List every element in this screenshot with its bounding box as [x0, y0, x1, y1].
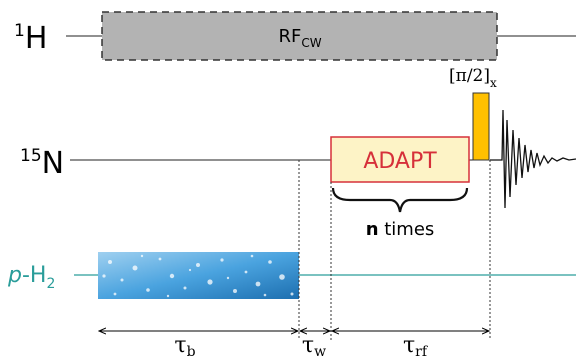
adapt-label: ADAPT [363, 149, 437, 174]
pi-half-pulse [472, 92, 490, 161]
channel-15n: 15N ADAPT [π/2]x [20, 66, 576, 209]
channel-15n-label: 15N [20, 146, 64, 181]
time-markers [298, 160, 491, 340]
channel-1h-label: 1H [14, 21, 47, 56]
tau-b-label: τb [174, 333, 195, 356]
channel-ph2: p-H2 [7, 252, 576, 299]
tau-rf-label: τrf [403, 333, 429, 356]
channel-ph2-label: p-H2 [7, 263, 55, 292]
repeat-label: n times [366, 219, 435, 240]
fid-signal [490, 109, 576, 209]
adapt-block [330, 136, 470, 183]
hydrogen-bubbles-image [98, 252, 299, 299]
pulse-label: [π/2]x [449, 66, 497, 90]
repeat-brace: n times [331, 187, 469, 240]
rf-cw-label: RFCW [278, 26, 321, 50]
channel-1h: 1H RFCW [14, 11, 576, 61]
rf-cw-block [101, 11, 498, 61]
tau-w-label: τw [302, 333, 326, 356]
